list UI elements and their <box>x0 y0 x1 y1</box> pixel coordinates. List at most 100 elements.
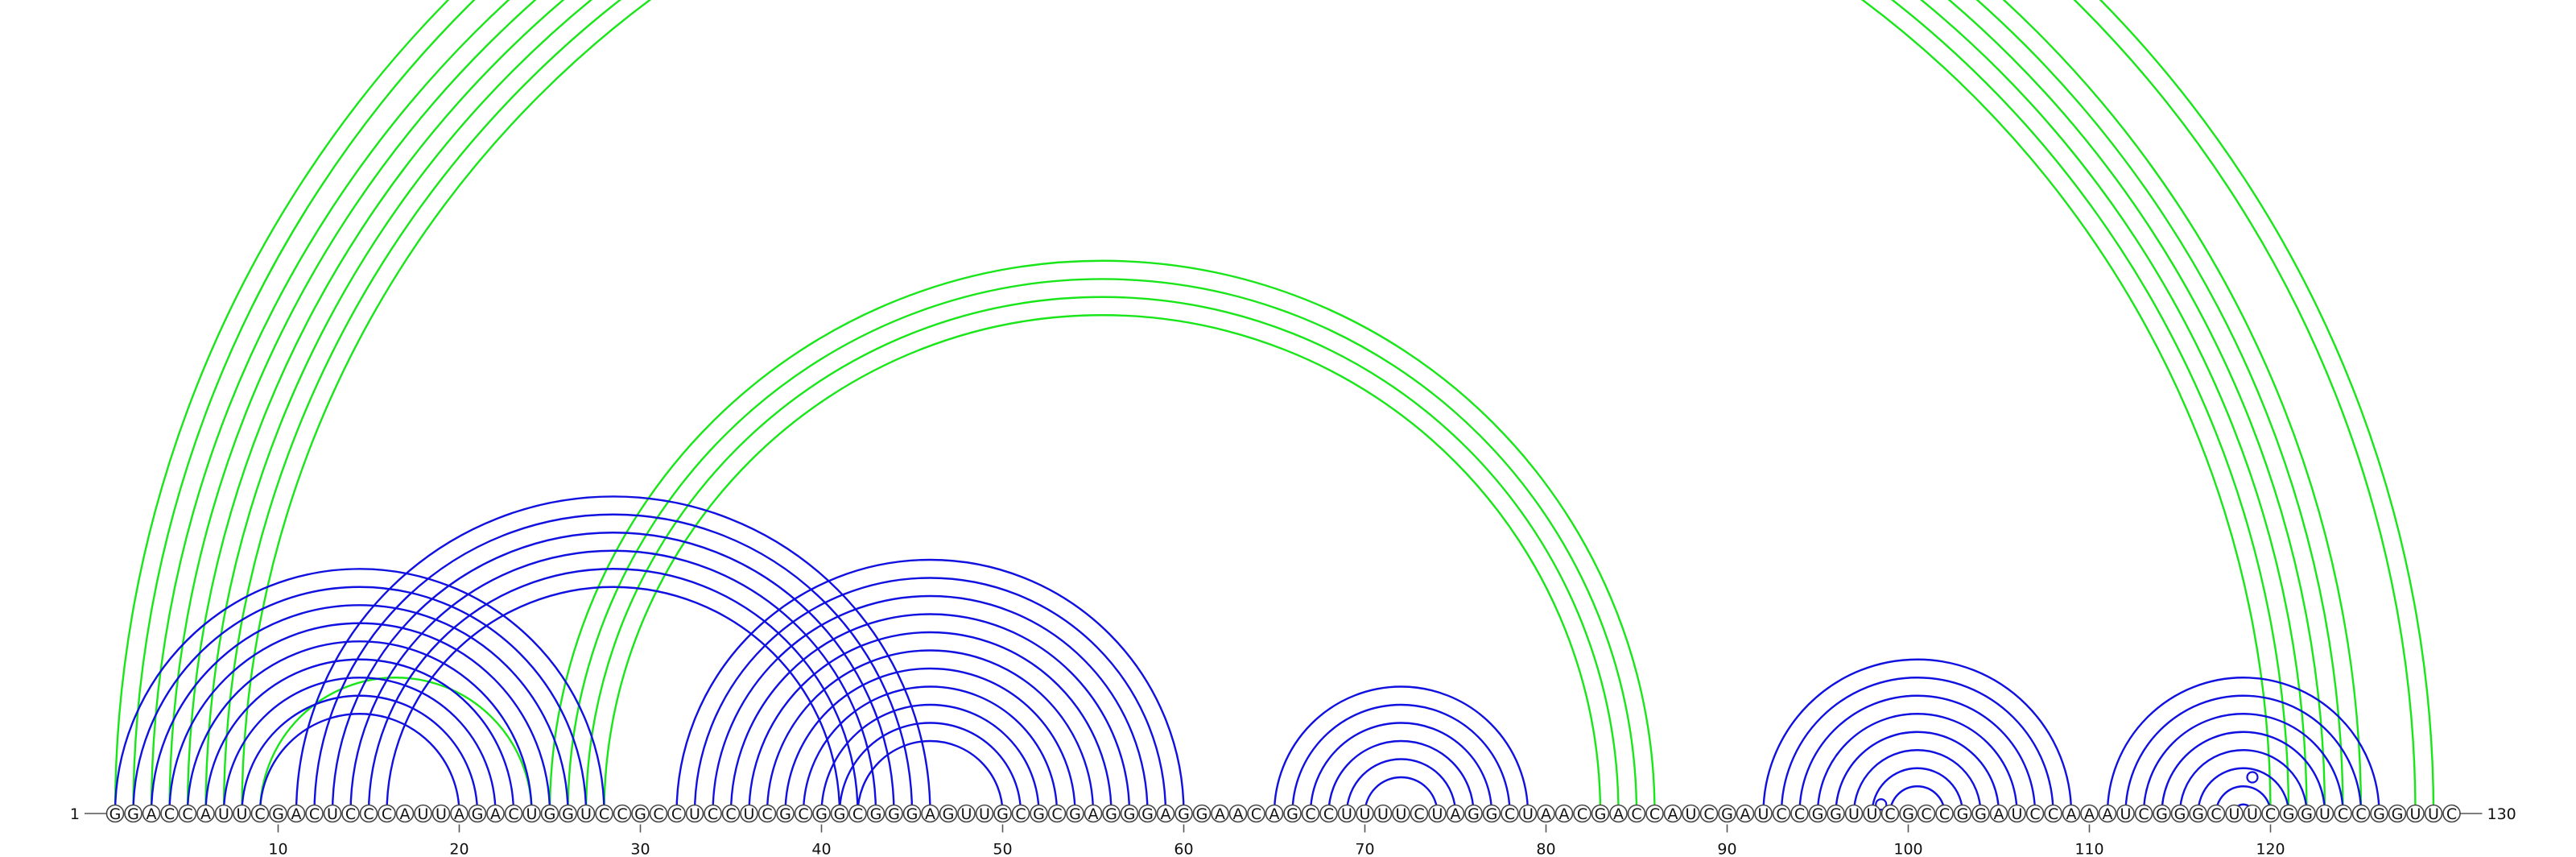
arc-green-3-125 <box>150 0 2363 814</box>
nucleotide-letter: C <box>1305 805 1315 823</box>
nucleotide-circle <box>902 804 922 823</box>
nucleotide-letter: C <box>1794 805 1805 823</box>
arc-blue-97-104 <box>1852 749 1982 814</box>
nucleotide: C <box>359 804 378 823</box>
nucleotide-letter: U <box>327 805 338 823</box>
nucleotide: C <box>2442 804 2461 823</box>
nucleotide-letter: G <box>562 805 574 823</box>
nucleotide: G <box>1482 804 1501 823</box>
nucleotide-letter: G <box>943 805 955 823</box>
nucleotide-letter: C <box>1051 805 1062 823</box>
nucleotide-circle <box>1627 804 1646 823</box>
nucleotide-letter: G <box>888 805 900 823</box>
arc-green-27-84 <box>584 296 1620 814</box>
nucleotide: A <box>196 804 215 823</box>
nucleotide: G <box>2153 804 2171 823</box>
nucleotide-circle <box>2243 804 2262 823</box>
nucleotide-circle <box>395 804 415 823</box>
nucleotide: U <box>214 804 233 823</box>
nucleotide-letter: G <box>2174 805 2186 823</box>
nucleotide-circle <box>1645 804 1664 823</box>
nucleotide-circle <box>1591 804 1610 823</box>
start-position-label: 1 <box>70 805 80 823</box>
nucleotide: C <box>2351 804 2371 823</box>
nucleotide-circle <box>1174 804 1193 823</box>
nucleotide: G <box>1827 804 1845 823</box>
nucleotide-circle <box>1736 804 1755 823</box>
nucleotide-letter: A <box>1451 805 1461 823</box>
nucleotide-circle <box>866 804 886 823</box>
nucleotide-letter: G <box>1975 805 1987 823</box>
nucleotide-letter: U <box>1686 805 1697 823</box>
nucleotide-letter: C <box>363 805 374 823</box>
nucleotide-circle <box>1971 804 1990 823</box>
nucleotide-circle <box>595 804 613 823</box>
nucleotide-circle <box>1410 804 1429 823</box>
nucleotide: C <box>1047 804 1067 823</box>
nucleotide-letter: A <box>1541 805 1551 823</box>
arc-green-9-24 <box>258 677 533 814</box>
nucleotide-circle <box>631 804 650 823</box>
nucleotide-circle <box>1247 804 1265 823</box>
position-label: 60 <box>1174 841 1193 857</box>
nucleotide-letter: C <box>708 805 718 823</box>
nucleotide-letter: A <box>1994 805 2004 823</box>
arc-blue-94-107 <box>1798 694 2037 814</box>
nucleotide-circle <box>178 804 197 823</box>
nucleotide-circle <box>1120 804 1139 823</box>
nucleotide-letter: G <box>1069 805 1081 823</box>
arc-green-8-120 <box>241 0 2272 814</box>
arc-blue-92-109 <box>1762 658 2073 814</box>
nucleotide: U <box>1428 804 1447 823</box>
nucleotide-circle <box>250 804 270 823</box>
nucleotide-letter: A <box>1233 805 1244 823</box>
nucleotide-letter: U <box>1432 805 1443 823</box>
nucleotide: U <box>1863 804 1881 823</box>
nucleotide-letter: C <box>1885 805 1895 823</box>
nucleotide-letter: G <box>1105 805 1117 823</box>
nucleotide: U <box>233 804 251 823</box>
nucleotide-letter: G <box>2301 805 2313 823</box>
nucleotide: A <box>2080 804 2099 823</box>
nucleotide-letter: G <box>2373 805 2385 823</box>
arc-blue-5-24 <box>186 640 533 814</box>
nucleotide-letter: U <box>1848 805 1860 823</box>
nucleotide-circle <box>1446 804 1465 823</box>
nucleotide-circle <box>1066 804 1084 823</box>
nucleotide: G <box>1192 804 1212 823</box>
nucleotide-circle <box>1790 804 1809 823</box>
nucleotide: U <box>975 804 994 823</box>
nucleotide: C <box>667 804 686 823</box>
nucleotide: C <box>2134 804 2153 823</box>
nucleotide: C <box>595 804 613 823</box>
nucleotide-circle <box>142 804 161 823</box>
nucleotide: G <box>1138 804 1157 823</box>
nucleotide-letter: C <box>762 805 772 823</box>
nucleotide-letter: A <box>400 805 411 823</box>
nucleotide-circle <box>1138 804 1157 823</box>
nucleotide: C <box>1573 804 1591 823</box>
nucleotide-letter: A <box>1088 805 1099 823</box>
nucleotide: G <box>830 804 849 823</box>
nucleotide: U <box>2406 804 2425 823</box>
arc-blue-32-60 <box>675 558 1185 814</box>
nucleotide-letter: G <box>1957 805 1969 823</box>
arc-blue-39-53 <box>802 685 1059 814</box>
nucleotide-letter: C <box>1505 805 1515 823</box>
nucleotide-letter: U <box>2229 805 2240 823</box>
nucleotide-letter: U <box>1341 805 1352 823</box>
nucleotide: C <box>1772 804 1791 823</box>
arc-blue-13-44 <box>331 532 895 814</box>
nucleotide-circle <box>414 804 432 823</box>
nucleotide-circle <box>1464 804 1483 823</box>
nucleotide: G <box>631 804 650 823</box>
nucleotide: G <box>902 804 922 823</box>
nucleotide-circle <box>2297 804 2316 823</box>
nucleotide-letter: G <box>1721 805 1733 823</box>
arc-blue-117-120 <box>2215 785 2272 814</box>
nucleotide-circle <box>1482 804 1501 823</box>
nucleotide: C <box>1410 804 1429 823</box>
nucleotide: C <box>758 804 777 823</box>
nucleotide-letter: G <box>1196 805 1208 823</box>
nucleotide-letter: U <box>1522 805 1534 823</box>
